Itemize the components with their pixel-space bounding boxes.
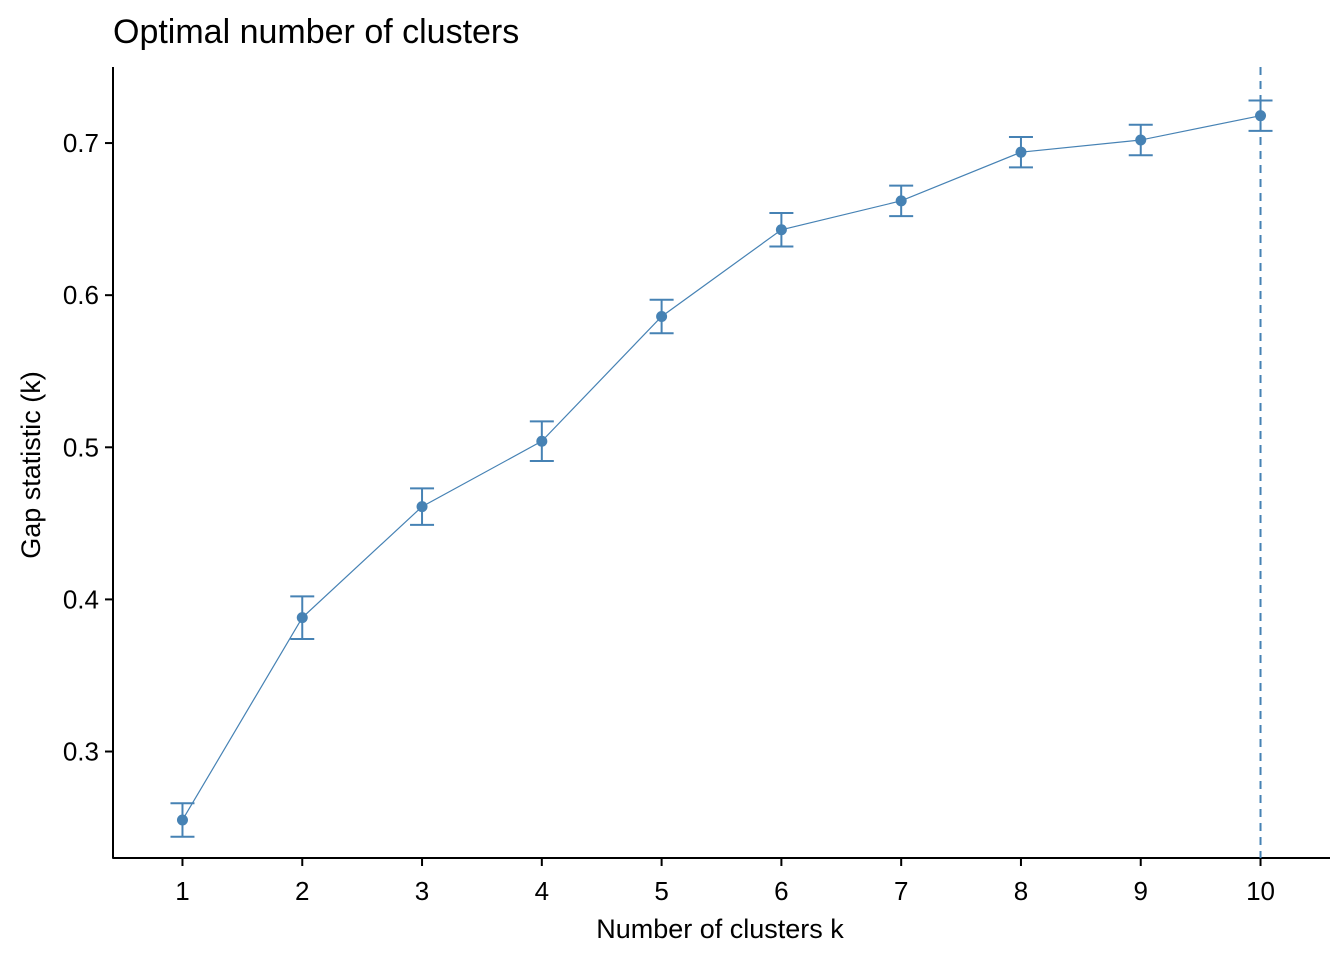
- series-line: [181, 115, 1261, 821]
- y-tick-label: 0.6: [63, 280, 99, 310]
- x-tick-label: 9: [1134, 876, 1148, 906]
- y-axis-ticks: 0.3 0.4 0.5 0.6 0.7: [63, 128, 113, 767]
- series-layer: [170, 99, 1273, 838]
- data-point: [656, 310, 668, 322]
- data-point: [895, 195, 907, 207]
- data-point: [1015, 146, 1027, 158]
- x-tick-label: 3: [415, 876, 429, 906]
- y-tick-label: 0.3: [63, 737, 99, 767]
- x-tick-label: 2: [295, 876, 309, 906]
- x-tick-label: 8: [1014, 876, 1028, 906]
- data-point: [1255, 110, 1267, 122]
- data-point: [1135, 134, 1147, 146]
- x-tick-label: 5: [654, 876, 668, 906]
- axes: [112, 67, 1330, 859]
- data-point: [176, 814, 188, 826]
- x-axis-title: Number of clusters k: [596, 914, 844, 944]
- x-tick-label: 1: [175, 876, 189, 906]
- y-tick-label: 0.4: [63, 584, 99, 614]
- y-tick-label: 0.7: [63, 128, 99, 158]
- x-axis-ticks: 1 2 3 4 5 6 7 8 9 10: [175, 858, 1275, 906]
- x-tick-label: 4: [535, 876, 549, 906]
- x-tick-label: 7: [894, 876, 908, 906]
- data-point: [536, 435, 548, 447]
- data-point: [296, 612, 308, 624]
- data-point: [775, 224, 787, 236]
- chart-title: Optimal number of clusters: [113, 13, 519, 51]
- y-axis-title: Gap statistic (k): [16, 371, 46, 559]
- x-tick-label: 10: [1246, 876, 1275, 906]
- y-tick-label: 0.5: [63, 432, 99, 462]
- data-point: [416, 501, 428, 513]
- x-tick-label: 6: [774, 876, 788, 906]
